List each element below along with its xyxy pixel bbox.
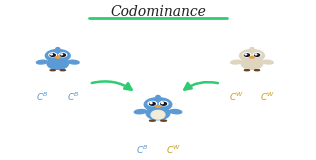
Circle shape (50, 54, 55, 56)
Ellipse shape (146, 107, 170, 120)
Ellipse shape (262, 60, 273, 64)
Circle shape (46, 50, 70, 62)
Circle shape (253, 53, 261, 57)
Ellipse shape (254, 70, 259, 71)
Ellipse shape (156, 96, 160, 99)
Ellipse shape (241, 58, 263, 69)
Ellipse shape (169, 110, 182, 114)
Ellipse shape (56, 57, 60, 58)
Ellipse shape (47, 58, 69, 69)
Ellipse shape (36, 60, 47, 64)
Text: $\mathit{C}^{W}$: $\mathit{C}^{W}$ (228, 91, 244, 103)
Text: $\mathit{C}^{B}$: $\mathit{C}^{B}$ (136, 144, 149, 156)
Circle shape (159, 101, 168, 106)
Ellipse shape (149, 120, 155, 121)
Circle shape (51, 54, 52, 55)
Ellipse shape (50, 70, 55, 71)
Circle shape (144, 98, 172, 111)
Ellipse shape (60, 70, 65, 71)
Circle shape (255, 54, 257, 55)
Ellipse shape (231, 60, 242, 64)
Circle shape (61, 54, 63, 55)
Circle shape (149, 102, 155, 105)
Ellipse shape (250, 48, 254, 50)
Circle shape (59, 53, 67, 57)
Text: $\mathit{C}^{B}$: $\mathit{C}^{B}$ (36, 91, 49, 103)
Ellipse shape (151, 110, 165, 119)
Ellipse shape (134, 110, 147, 114)
Text: $\mathit{C}^{W}$: $\mathit{C}^{W}$ (166, 144, 181, 156)
Circle shape (161, 102, 167, 105)
Text: $\mathit{C}^{B}$: $\mathit{C}^{B}$ (67, 91, 80, 103)
Circle shape (254, 54, 259, 56)
Circle shape (148, 101, 157, 106)
Ellipse shape (56, 48, 60, 50)
Circle shape (161, 103, 163, 104)
Text: $\mathit{C}^{W}$: $\mathit{C}^{W}$ (260, 91, 275, 103)
Ellipse shape (161, 120, 167, 121)
Circle shape (243, 53, 251, 57)
Circle shape (240, 50, 264, 62)
Text: Codominance: Codominance (110, 5, 206, 19)
Circle shape (150, 103, 152, 104)
Ellipse shape (155, 105, 161, 107)
Circle shape (49, 53, 57, 57)
Circle shape (244, 54, 249, 56)
Ellipse shape (68, 60, 79, 64)
Ellipse shape (250, 57, 254, 58)
Circle shape (60, 54, 65, 56)
Ellipse shape (244, 70, 249, 71)
Circle shape (245, 54, 246, 55)
